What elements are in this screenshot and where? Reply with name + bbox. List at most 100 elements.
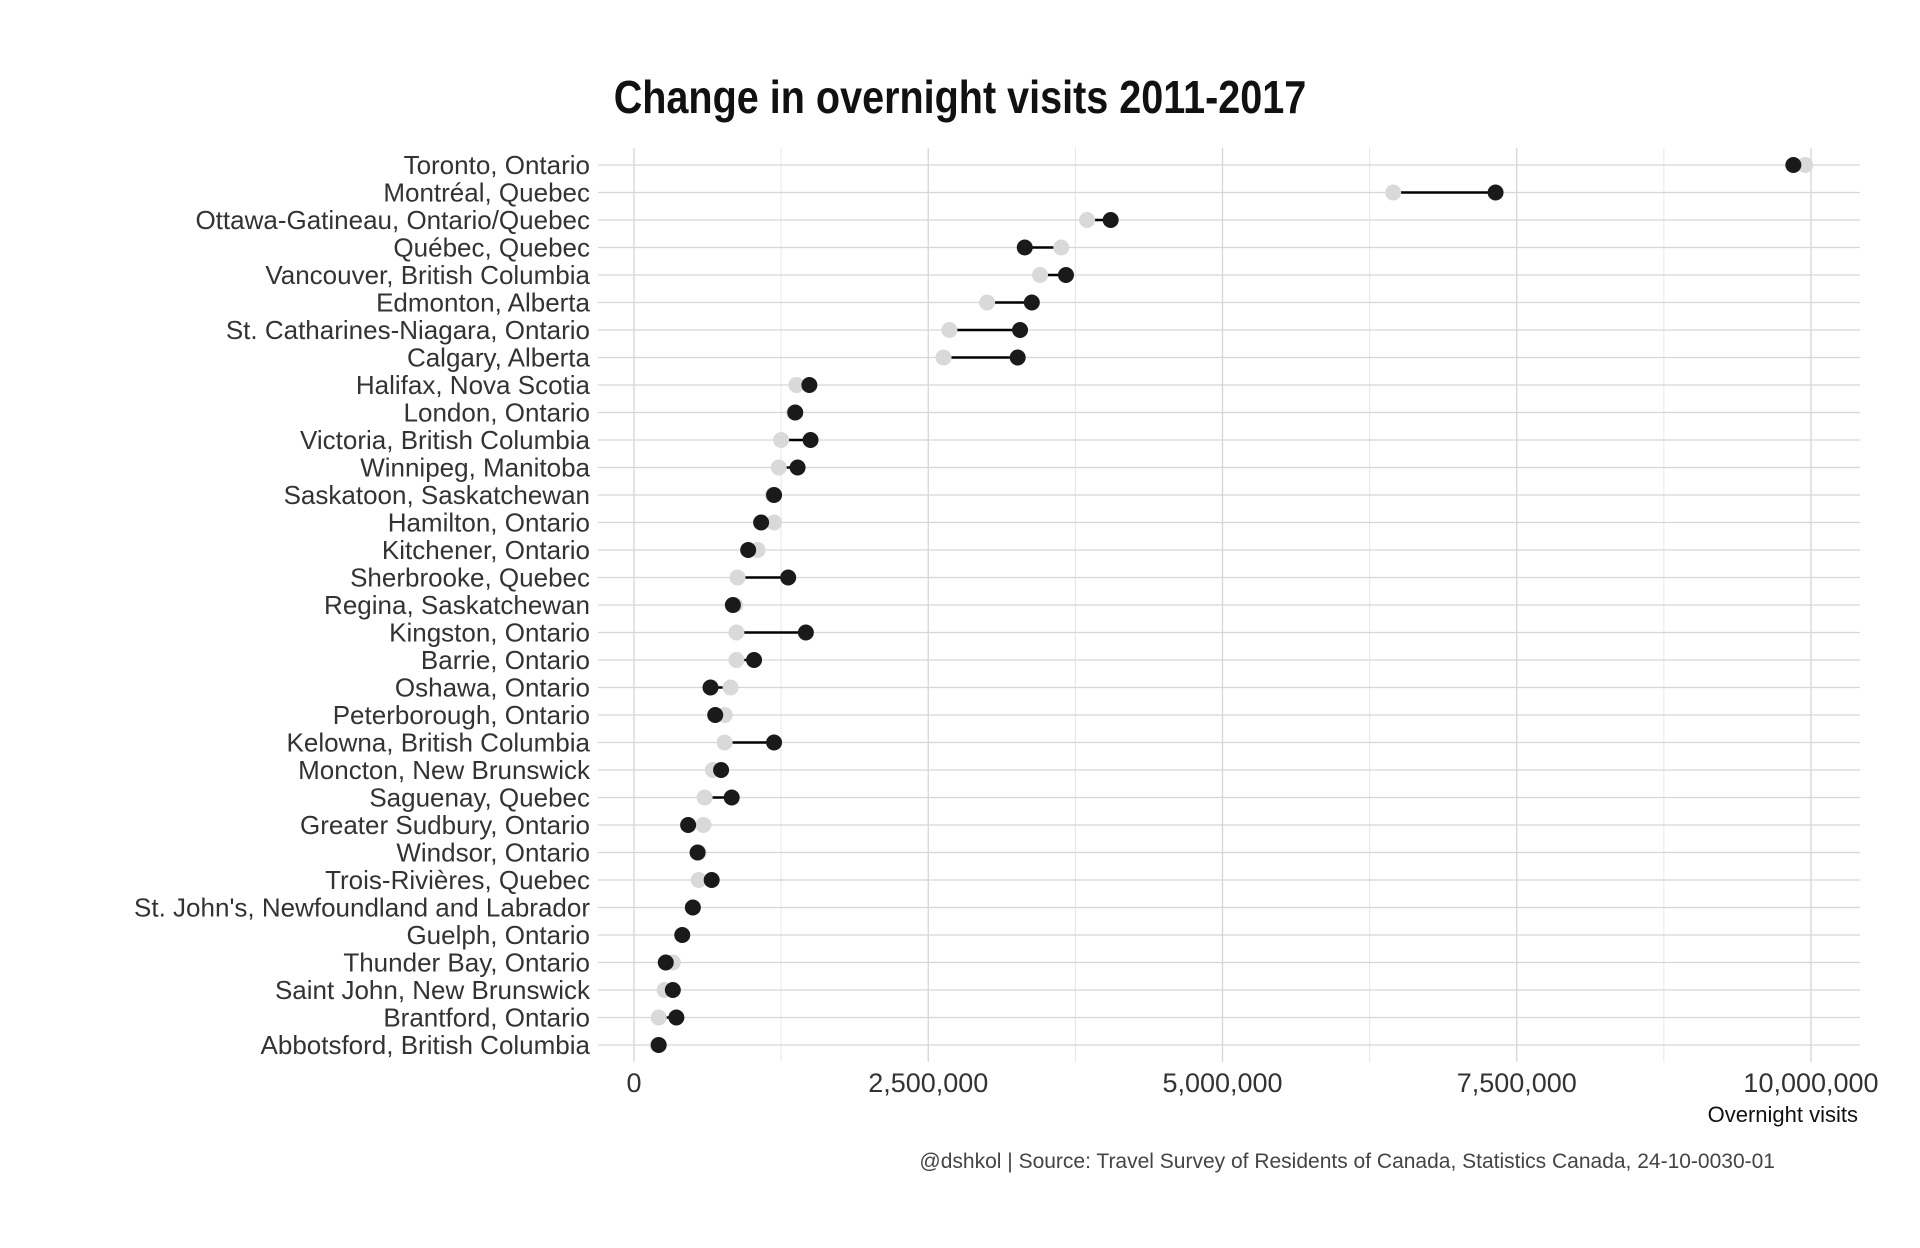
end-point (657, 954, 674, 971)
start-point (690, 872, 707, 888)
y-tick-label: Kelowna, British Columbia (287, 728, 591, 758)
end-point (753, 514, 770, 531)
y-tick-label: Trois-Rivières, Quebec (325, 865, 590, 895)
end-point (797, 624, 814, 641)
start-point (1053, 239, 1070, 256)
end-point (740, 542, 757, 558)
start-point (728, 652, 745, 668)
end-point (680, 817, 697, 833)
end-point (724, 597, 741, 613)
chart-title: Change in overnight visits 2011-2017 (613, 71, 1307, 123)
start-point (728, 624, 745, 641)
start-point (773, 432, 790, 448)
y-tick-label: Oshawa, Ontario (395, 673, 590, 703)
y-tick-label: Hamilton, Ontario (388, 508, 590, 538)
end-point (1009, 349, 1026, 366)
end-point (1012, 322, 1029, 338)
end-point (689, 844, 706, 861)
end-point (707, 707, 724, 723)
y-tick-label: Edmonton, Alberta (376, 288, 590, 318)
y-tick-label: Calgary, Alberta (407, 343, 591, 373)
start-point (1385, 184, 1402, 201)
y-tick-label: Saskatoon, Saskatchewan (284, 480, 590, 510)
x-tick-label: 0 (626, 1068, 641, 1098)
end-point (1102, 212, 1119, 228)
end-point (789, 459, 806, 476)
y-tick-label: Brantford, Ontario (383, 1003, 590, 1033)
end-point (703, 872, 720, 888)
end-point (684, 899, 701, 916)
y-tick-label: Saint John, New Brunswick (275, 975, 591, 1005)
end-point (723, 789, 740, 806)
y-tick-label: London, Ontario (404, 398, 590, 428)
start-point (766, 514, 783, 531)
chart-caption: @dshkol | Source: Travel Survey of Resid… (919, 1150, 1775, 1173)
end-point (713, 762, 730, 778)
start-point (696, 789, 713, 806)
y-tick-label: Québec, Quebec (393, 233, 590, 263)
y-tick-label: St. John's, Newfoundland and Labrador (134, 893, 590, 923)
y-tick-label: Moncton, New Brunswick (298, 755, 591, 785)
y-tick-label: Kitchener, Ontario (382, 535, 590, 565)
x-axis-tick-labels: 0 2,500,000 5,000,000 7,500,000 10,000,000 (626, 1068, 1878, 1098)
y-tick-label: Peterborough, Ontario (333, 700, 590, 730)
y-tick-label: Halifax, Nova Scotia (356, 370, 591, 400)
y-tick-label: Sherbrooke, Quebec (350, 563, 590, 593)
end-point (650, 1037, 667, 1053)
x-tick-label: 10,000,000 (1743, 1068, 1878, 1098)
data-points (649, 157, 1814, 1053)
y-tick-label: Regina, Saskatchewan (324, 590, 590, 620)
y-tick-label: Guelph, Ontario (406, 920, 590, 950)
y-tick-label: Ottawa-Gatineau, Ontario/Quebec (195, 205, 590, 235)
start-point (1797, 157, 1814, 173)
x-tick-label: 5,000,000 (1162, 1068, 1282, 1098)
end-point (802, 432, 819, 448)
y-tick-label: Saguenay, Quebec (369, 783, 590, 813)
end-point (702, 679, 719, 696)
start-point (722, 679, 739, 696)
y-tick-label: St. Catharines-Niagara, Ontario (226, 315, 590, 345)
end-point (766, 487, 783, 503)
y-tick-label: Barrie, Ontario (421, 645, 590, 675)
end-point (801, 377, 818, 393)
y-tick-label: Greater Sudbury, Ontario (300, 810, 590, 840)
end-point (664, 982, 681, 998)
end-point (1785, 157, 1802, 173)
end-point (668, 1009, 685, 1026)
start-point (716, 734, 733, 751)
y-tick-label: Abbotsford, British Columbia (261, 1030, 591, 1060)
start-point (695, 817, 712, 833)
end-point (746, 652, 763, 668)
y-tick-label: Victoria, British Columbia (300, 425, 591, 455)
start-point (1032, 267, 1049, 283)
end-point (1487, 184, 1504, 201)
end-point (674, 927, 691, 943)
start-point (770, 459, 787, 476)
y-tick-label: Vancouver, British Columbia (265, 260, 590, 290)
y-tick-label: Montréal, Quebec (383, 178, 590, 208)
start-point (729, 569, 746, 586)
start-point (788, 377, 805, 393)
x-axis-title: Overnight visits (1708, 1102, 1858, 1127)
y-tick-label: Thunder Bay, Ontario (343, 948, 590, 978)
x-tick-label: 7,500,000 (1457, 1068, 1577, 1098)
y-tick-label: Kingston, Ontario (389, 618, 590, 648)
start-point (935, 349, 952, 366)
grid-lines (598, 148, 1860, 1062)
start-point (941, 322, 958, 338)
end-point (787, 404, 804, 421)
start-point (650, 1009, 667, 1026)
start-point (979, 294, 996, 311)
start-point (1079, 212, 1096, 228)
end-point (1016, 239, 1033, 256)
y-tick-label: Winnipeg, Manitoba (360, 453, 590, 483)
x-tick-label: 2,500,000 (868, 1068, 988, 1098)
y-tick-label: Windsor, Ontario (396, 838, 590, 868)
end-point (1023, 294, 1040, 311)
y-tick-label: Toronto, Ontario (404, 150, 590, 180)
end-point (1057, 267, 1074, 283)
end-point (780, 569, 797, 586)
end-point (766, 734, 783, 751)
